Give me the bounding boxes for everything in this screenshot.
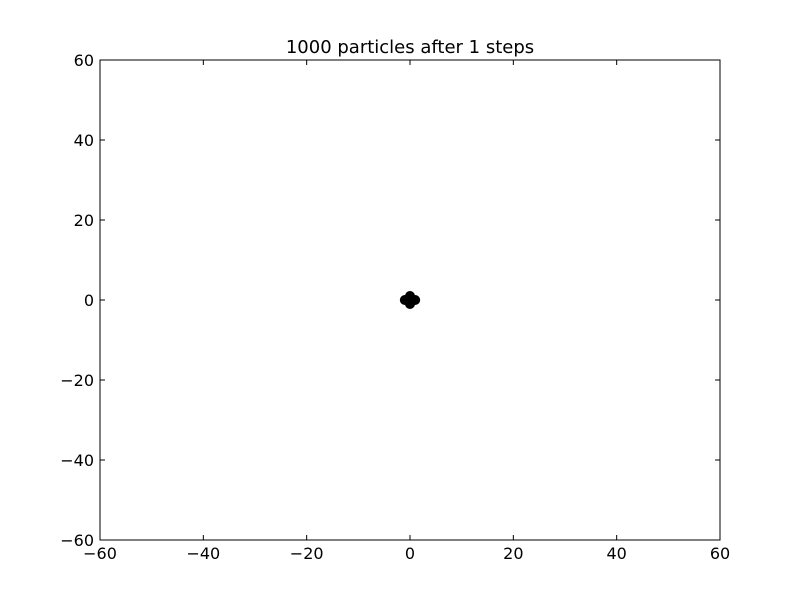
y-tick-label: 20	[74, 211, 94, 230]
y-tick-label: 40	[74, 131, 94, 150]
chart-title: 1000 particles after 1 steps	[286, 37, 534, 58]
x-tick-label: 40	[606, 544, 626, 563]
y-tick-label: −60	[60, 531, 94, 550]
x-tick-label: 0	[405, 544, 415, 563]
x-tick-label: −40	[186, 544, 220, 563]
y-tick-label: 0	[84, 291, 94, 310]
axis-ticks: −60 −40 −20 0 20 40 60 −60 −40 −20 0 20 40 60	[60, 51, 730, 563]
x-tick-label: 60	[710, 544, 730, 563]
y-tick-label: −20	[60, 371, 94, 390]
y-tick-label: 60	[74, 51, 94, 70]
data-points	[399, 291, 421, 309]
x-tick-label: −60	[83, 544, 117, 563]
x-tick-label: −20	[290, 544, 324, 563]
particle-point	[405, 299, 415, 309]
x-tick-label: 20	[503, 544, 523, 563]
y-tick-label: −40	[60, 451, 94, 470]
